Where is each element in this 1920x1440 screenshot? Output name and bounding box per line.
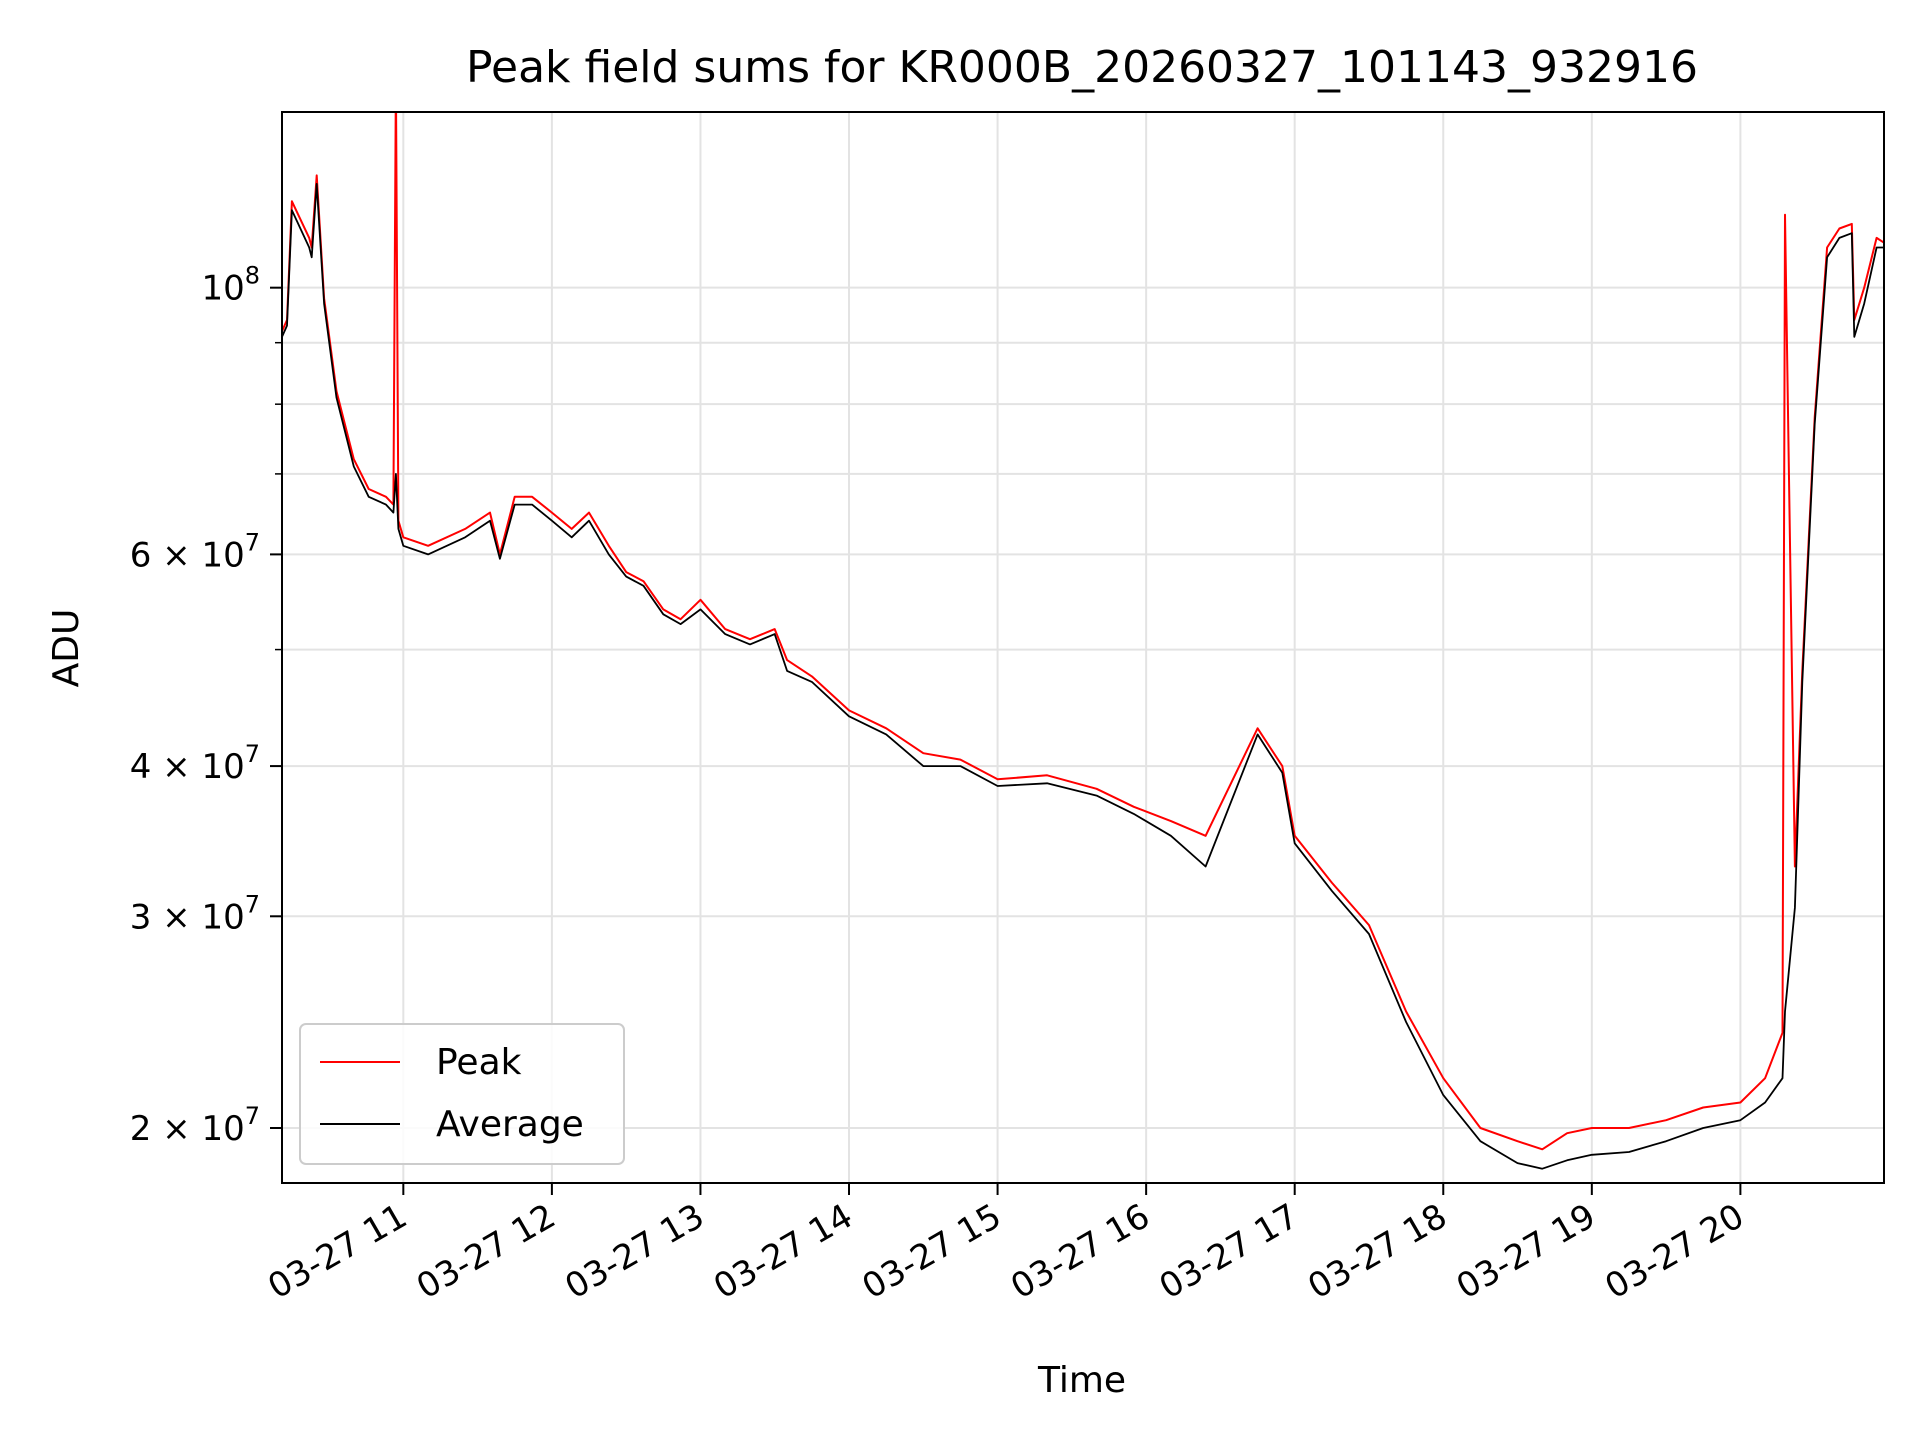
series-line-average: [282, 182, 1884, 1170]
legend-label-peak: Peak: [436, 1042, 522, 1083]
y-tick-label: 6 × 107: [130, 528, 260, 575]
legend-label-average: Average: [436, 1104, 584, 1145]
y-tick-label: 108: [201, 262, 260, 309]
y-tick-label: 4 × 107: [130, 740, 260, 787]
y-axis: 108 6 × 107 4 × 107 3 × 107 2 × 107: [130, 262, 282, 1149]
y-axis-label: ADU: [46, 609, 87, 688]
legend: Peak Average: [299, 1023, 625, 1165]
series-layer: [282, 112, 1884, 1170]
y-tick-label: 3 × 107: [130, 890, 260, 937]
series-line-peak: [282, 112, 1884, 1151]
legend-box: [299, 1023, 625, 1165]
y-tick-label: 2 × 107: [130, 1102, 260, 1149]
plot-frame: [281, 111, 1885, 1184]
chart-title: Peak field sums for KR000B_20260327_1011…: [466, 42, 1698, 93]
x-axis-label: Time: [1037, 1360, 1126, 1401]
